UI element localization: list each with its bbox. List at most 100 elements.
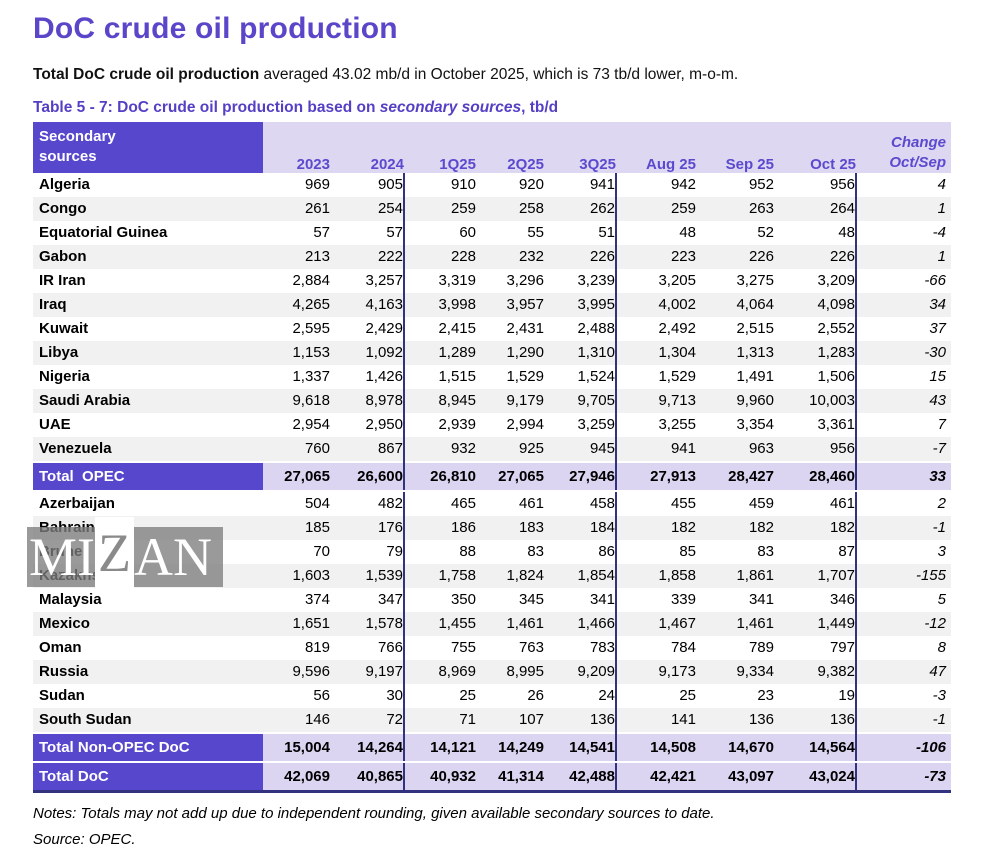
value-cell: 942 [670, 176, 696, 193]
value-cell: 223 [616, 245, 696, 269]
value-cell: 3,361 [774, 413, 857, 437]
value-cell: 784 [670, 639, 696, 656]
value-cell: 9,197 [330, 660, 405, 684]
value-cell: 87 [774, 540, 857, 564]
value-cell: 2,994 [506, 416, 544, 433]
value-cell: 182 [774, 516, 857, 540]
header-col-oct-25: Oct 25 [774, 122, 856, 173]
row-label: Venezuela [33, 437, 263, 462]
change-cell: -12 [856, 612, 951, 636]
value-cell: 261 [263, 197, 330, 221]
value-cell: 920 [518, 176, 544, 193]
header-label-line1: Secondary [39, 128, 116, 145]
value-cell: 1,304 [616, 341, 696, 365]
change-cell: 15 [929, 368, 946, 385]
value-cell: 2,492 [658, 320, 696, 337]
value-cell: 969 [304, 176, 330, 193]
value-cell: 2,884 [292, 272, 330, 289]
value-cell: 1,858 [616, 564, 696, 588]
value-cell: 465 [450, 495, 476, 512]
value-cell: 910 [450, 176, 476, 193]
value-cell: 141 [616, 708, 696, 733]
value-cell: 9,334 [696, 660, 774, 684]
value-cell: 9,209 [544, 660, 617, 684]
table-row: Russia 9,596 9,197 8,969 8,995 9,209 9,173 9,33… [33, 660, 951, 684]
value-cell: 345 [518, 591, 544, 608]
value-cell: 458 [544, 491, 617, 516]
table-row: Venezuela 760 867 932 925 945 941 963 956 -7 [33, 437, 951, 462]
value-cell: 9,705 [544, 389, 617, 413]
row-label: Sudan [39, 687, 85, 704]
value-cell: 3,255 [658, 416, 696, 433]
value-cell: 455 [670, 495, 696, 512]
value-cell: 2,950 [330, 413, 405, 437]
table-source: Source: OPEC. [33, 831, 136, 848]
row-label: Total OPEC [33, 461, 263, 492]
value-cell: 184 [544, 516, 617, 540]
value-cell: 40,932 [404, 761, 476, 793]
table-row: Kuwait 2,595 2,429 2,415 2,431 2,488 2,492 2,51… [33, 317, 951, 341]
value-cell: 136 [696, 708, 774, 733]
row-label: Gabon [33, 245, 263, 269]
value-cell: 963 [696, 437, 774, 462]
value-cell: 176 [330, 516, 405, 540]
value-cell: 42,421 [616, 761, 696, 793]
value-cell: 459 [748, 495, 774, 512]
value-cell: 88 [459, 543, 476, 560]
value-cell: 14,508 [616, 732, 696, 763]
row-label: Azerbaijan [39, 495, 115, 512]
row-label: Kazakhstan [33, 564, 263, 588]
value-cell: 232 [476, 245, 544, 269]
value-cell: 259 [404, 197, 476, 221]
value-cell: 1,337 [292, 368, 330, 385]
value-cell: 1,529 [658, 368, 696, 385]
value-cell: 1,506 [774, 365, 857, 389]
change-cell: -3 [932, 687, 946, 704]
value-cell: 52 [757, 224, 774, 241]
change-cell: 1 [856, 197, 951, 221]
value-cell: 79 [330, 540, 405, 564]
value-cell: 8,978 [330, 389, 405, 413]
value-cell: 755 [450, 639, 476, 656]
value-cell: 14,564 [774, 732, 857, 763]
value-cell: 27,065 [263, 461, 330, 492]
page-title: DoC crude oil production [33, 12, 398, 45]
value-cell: 941 [616, 437, 696, 462]
row-label: Saudi Arabia [33, 389, 263, 413]
value-cell: 25 [459, 687, 476, 704]
value-cell: 264 [774, 197, 857, 221]
value-cell: 867 [330, 437, 405, 462]
value-cell: 55 [527, 224, 544, 241]
value-cell: 1,426 [330, 365, 405, 389]
change-cell: -1 [856, 708, 951, 733]
value-cell: 1,467 [616, 612, 696, 636]
value-cell: 766 [330, 636, 405, 660]
value-cell: 15,004 [263, 732, 330, 763]
table-row: Gabon 213 222 228 232 226 223 226 226 1 [33, 245, 951, 269]
value-cell: 1,283 [774, 341, 857, 365]
table-row: Algeria 969 905 910 920 941 942 952 956 4 [33, 173, 951, 197]
value-cell: 23 [757, 687, 774, 704]
value-cell: 28,460 [774, 461, 857, 492]
value-cell: 3,257 [330, 269, 405, 293]
table-row: IR Iran 2,884 3,257 3,319 3,296 3,239 3,205 3,2… [33, 269, 951, 293]
row-label: Bahrain [33, 516, 263, 540]
value-cell: 48 [679, 224, 696, 241]
row-label: IR Iran [39, 272, 86, 289]
value-cell: 3,209 [774, 269, 857, 293]
row-label: Brunei [39, 543, 87, 560]
value-cell: 2,488 [544, 317, 617, 341]
value-cell: 1,539 [330, 564, 405, 588]
table-row: South Sudan 146 72 71 107 136 141 136 136 -1 [33, 708, 951, 733]
header-col-sep-25: Sep 25 [696, 122, 774, 173]
table-row: Brunei 70 79 88 83 86 85 83 87 3 [33, 540, 951, 564]
value-cell: 3,296 [506, 272, 544, 289]
value-cell: 213 [263, 245, 330, 269]
value-cell: 25 [679, 687, 696, 704]
table-row: Oman 819 766 755 763 783 784 789 797 8 [33, 636, 951, 660]
value-cell: 1,449 [774, 612, 857, 636]
value-cell: 146 [263, 708, 330, 733]
value-cell: 83 [757, 543, 774, 560]
value-cell: 43,097 [696, 761, 774, 793]
value-cell: 3,995 [544, 293, 617, 317]
